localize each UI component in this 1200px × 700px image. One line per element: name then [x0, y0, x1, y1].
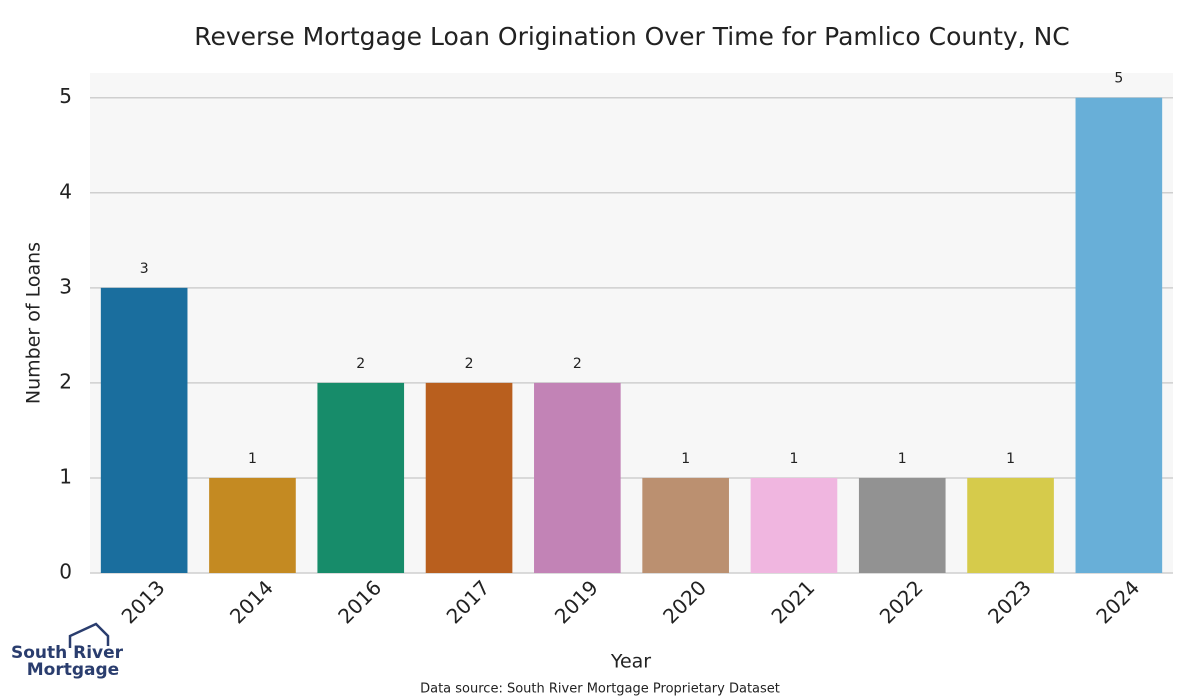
x-tick-label: 2022 — [875, 575, 928, 628]
value-label: 1 — [789, 451, 798, 467]
x-tick-label: 2024 — [1091, 575, 1144, 628]
bar — [425, 382, 513, 573]
y-tick-label: 1 — [59, 464, 72, 488]
value-label: 2 — [356, 356, 365, 372]
bar — [858, 477, 946, 573]
value-label: 1 — [248, 451, 257, 467]
y-axis-title: Number of Loans — [23, 242, 45, 404]
bar — [967, 477, 1054, 573]
x-tick-label: 2017 — [442, 575, 495, 628]
bar — [100, 287, 188, 573]
value-label: 1 — [1006, 451, 1015, 467]
y-tick-label: 0 — [59, 560, 72, 584]
bar — [317, 382, 405, 573]
value-label: 1 — [681, 451, 690, 467]
x-tick-label: 2016 — [333, 575, 386, 628]
bar — [642, 477, 729, 573]
bar — [534, 382, 621, 573]
chart-title: Reverse Mortgage Loan Origination Over T… — [194, 22, 1070, 51]
bar — [1075, 97, 1163, 573]
y-tick-label: 2 — [59, 369, 72, 393]
y-tick-label: 3 — [59, 274, 72, 298]
logo-text: South River — [11, 643, 124, 663]
x-tick-label: 2021 — [766, 575, 819, 628]
logo-house — [68, 622, 110, 648]
source-note: Data source: South River Mortgage Propri… — [420, 682, 780, 697]
value-label: 1 — [898, 451, 907, 467]
x-tick-label: 2013 — [117, 575, 170, 628]
value-label: 5 — [1114, 71, 1123, 87]
value-label: 2 — [573, 356, 582, 372]
logo-text: Mortgage — [27, 660, 119, 680]
value-label: 3 — [140, 261, 149, 277]
x-tick-label: 2019 — [550, 575, 603, 628]
bar — [209, 477, 296, 573]
x-tick-label: 2023 — [983, 575, 1036, 628]
x-tick-label: 2020 — [658, 575, 711, 628]
y-tick-label: 5 — [59, 84, 72, 108]
bar — [750, 477, 838, 573]
x-tick-label: 2014 — [225, 575, 278, 628]
value-label: 2 — [465, 356, 474, 372]
y-tick-label: 4 — [59, 179, 72, 203]
x-axis-title: Year — [610, 651, 651, 673]
